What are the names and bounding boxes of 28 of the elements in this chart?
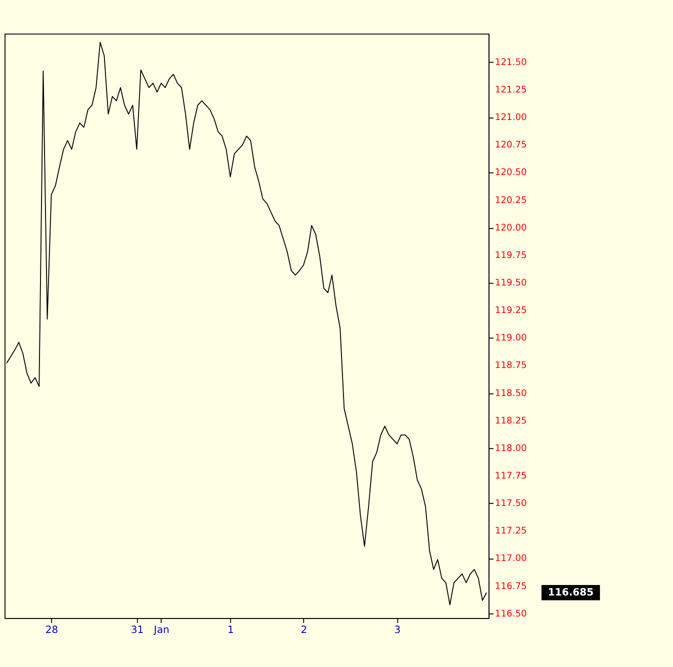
- y-tick-label: 118.75: [494, 361, 528, 372]
- y-tick-label: 121.00: [494, 113, 528, 124]
- x-tick-label: 1: [228, 625, 234, 636]
- text: 116.685: [548, 587, 594, 598]
- y-tick-label: 119.75: [494, 250, 528, 261]
- y-tick-label: 117.00: [494, 554, 528, 564]
- x-tick-label: 31: [130, 625, 144, 636]
- y-tick-label: 119.25: [494, 306, 528, 316]
- y-tick-label: 119.50: [494, 278, 528, 289]
- y-tick-label: 117.50: [494, 499, 528, 510]
- y-tick-label: 119.00: [494, 334, 528, 344]
- y-tick-label: 118.25: [494, 416, 528, 426]
- x-tick-label: 2: [300, 625, 308, 636]
- y-tick-label: 116.75: [494, 582, 528, 592]
- x-tick-label: 28: [45, 625, 58, 636]
- x-tick-label: 3: [394, 625, 401, 636]
- y-tick-label: 120.00: [494, 223, 528, 234]
- y-tick-label: 117.75: [494, 471, 528, 482]
- y-tick-label: 121.50: [494, 58, 528, 68]
- x-tick-label: Jan: [152, 625, 170, 636]
- y-tick-label: 117.25: [494, 526, 528, 537]
- y-tick-label: 118.50: [494, 388, 528, 399]
- y-tick-label: 118.00: [494, 444, 528, 454]
- y-tick-label: 120.75: [494, 140, 528, 151]
- y-tick-label: 116.50: [494, 609, 528, 620]
- y-tick-label: 120.50: [494, 168, 528, 178]
- y-tick-label: 121.25: [494, 86, 528, 96]
- y-tick-label: 120.25: [494, 196, 528, 206]
